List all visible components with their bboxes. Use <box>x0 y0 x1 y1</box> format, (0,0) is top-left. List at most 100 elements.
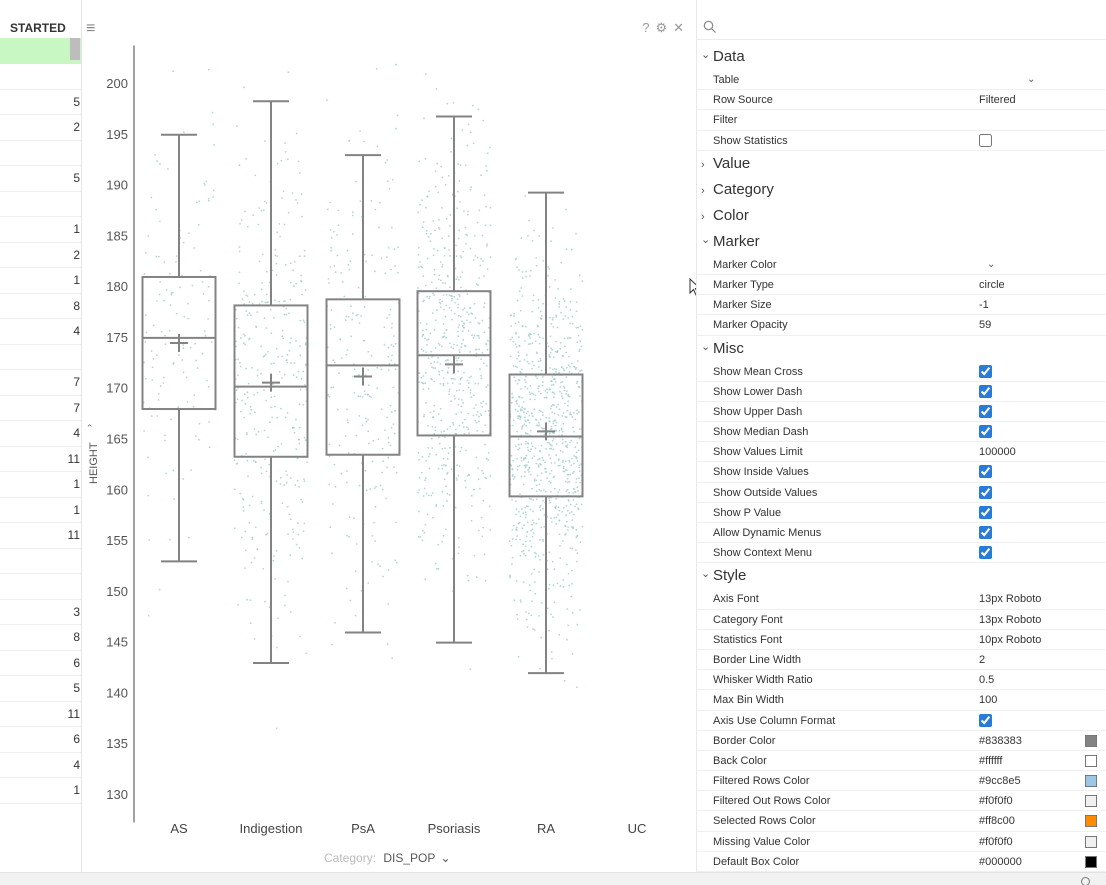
axis-use-column-format-checkbox[interactable] <box>979 713 992 727</box>
grid-row[interactable] <box>0 549 81 574</box>
prop-missing-value-color[interactable]: Missing Value Color #f0f0f0 <box>697 832 1106 852</box>
grid-column-header[interactable]: STARTED <box>10 21 66 35</box>
back-color-value[interactable]: #ffffff <box>979 754 1003 767</box>
grid-row[interactable] <box>0 192 81 217</box>
prop-selected-rows-color[interactable]: Selected Rows Color #ff8c00 <box>697 811 1106 832</box>
grid-row[interactable]: 11 <box>0 447 81 472</box>
grid-selected-row[interactable] <box>0 38 81 64</box>
help-icon[interactable]: ? <box>642 20 656 35</box>
prop-row-source[interactable]: Row Source Filtered <box>697 90 1106 111</box>
section-marker[interactable]: ⌄ Marker <box>697 229 1106 255</box>
prop-show-median-dash[interactable]: Show Median Dash <box>697 422 1106 443</box>
chevron-down-icon[interactable]: ⌄ <box>987 258 996 270</box>
box-plot-chart[interactable]: 1301351401451501551601651701751801851901… <box>82 0 696 872</box>
show-median-dash-checkbox[interactable] <box>979 425 992 439</box>
show-upper-dash-checkbox[interactable] <box>979 404 992 418</box>
color-swatch[interactable] <box>1085 855 1097 868</box>
grid-row[interactable]: 4 <box>0 319 81 345</box>
prop-axis-font[interactable]: Axis Font 13px Roboto <box>697 589 1106 610</box>
close-icon[interactable]: ✕ <box>673 20 690 35</box>
show-values-limit-value[interactable]: 100000 <box>979 446 1016 459</box>
grid-row[interactable]: 8 <box>0 294 81 319</box>
show-outside-values-checkbox[interactable] <box>979 485 992 499</box>
grid-row[interactable]: 8 <box>0 625 81 651</box>
prop-show-values-limit[interactable]: Show Values Limit 100000 <box>697 442 1106 463</box>
axis-font-value[interactable]: 13px Roboto <box>979 593 1042 606</box>
prop-show-lower-dash[interactable]: Show Lower Dash <box>697 382 1106 402</box>
prop-border-line-width[interactable]: Border Line Width 2 <box>697 650 1106 671</box>
section-value[interactable]: › Value <box>697 151 1106 177</box>
status-circle-icon[interactable] <box>1081 877 1090 885</box>
gear-icon[interactable]: ⚙ <box>655 20 674 35</box>
grid-row[interactable]: 11 <box>0 702 81 727</box>
grid-row[interactable] <box>0 64 81 90</box>
prop-show-outside-values[interactable]: Show Outside Values <box>697 483 1106 503</box>
grid-row[interactable]: 1 <box>0 217 81 243</box>
chevron-down-icon[interactable]: ⌄ <box>1027 74 1036 85</box>
section-color[interactable]: › Color <box>697 203 1106 229</box>
color-swatch[interactable] <box>1085 734 1097 747</box>
show-mean-cross-checkbox[interactable] <box>979 364 992 378</box>
prop-filter[interactable]: Filter <box>697 110 1106 131</box>
grid-row[interactable]: 1 <box>0 472 81 498</box>
prop-filtered-out-rows-color[interactable]: Filtered Out Rows Color #f0f0f0 <box>697 791 1106 812</box>
show-statistics-checkbox[interactable] <box>979 133 992 147</box>
prop-table[interactable]: Table ⌄ <box>697 70 1106 91</box>
color-swatch[interactable] <box>1085 795 1097 808</box>
grid-row[interactable]: 1 <box>0 268 81 294</box>
grid-row[interactable]: 4 <box>0 421 81 447</box>
prop-show-inside-values[interactable]: Show Inside Values <box>697 462 1106 483</box>
prop-border-color[interactable]: Border Color #838383 <box>697 731 1106 751</box>
prop-show-mean-cross[interactable]: Show Mean Cross <box>697 362 1106 382</box>
grid-row[interactable]: 2 <box>0 115 81 141</box>
prop-filtered-rows-color[interactable]: Filtered Rows Color #9cc8e5 <box>697 771 1106 792</box>
prop-back-color[interactable]: Back Color #ffffff <box>697 751 1106 772</box>
show-context-menu-checkbox[interactable] <box>979 546 992 560</box>
color-swatch[interactable] <box>1085 835 1097 848</box>
grid-row[interactable]: 1 <box>0 498 81 523</box>
grid-row[interactable]: 6 <box>0 651 81 676</box>
show-inside-values-checkbox[interactable] <box>979 465 992 479</box>
prop-category-font[interactable]: Category Font 13px Roboto <box>697 610 1106 630</box>
marker-type-value[interactable]: circle <box>979 278 1005 291</box>
prop-marker-size[interactable]: Marker Size -1 <box>697 295 1106 316</box>
hamburger-menu-icon[interactable]: ≡ <box>86 20 96 37</box>
show-p-value-checkbox[interactable] <box>979 505 992 519</box>
show-lower-dash-checkbox[interactable] <box>979 384 992 398</box>
section-category[interactable]: › Category <box>697 177 1106 203</box>
prop-max-bin-width[interactable]: Max Bin Width 100 <box>697 690 1106 711</box>
section-style[interactable]: ⌄ Style <box>697 563 1106 589</box>
default-box-color-value[interactable]: #000000 <box>979 855 1022 868</box>
statistics-font-value[interactable]: 10px Roboto <box>979 633 1042 646</box>
prop-show-statistics[interactable]: Show Statistics <box>697 131 1106 151</box>
row-source-value[interactable]: Filtered <box>979 94 1016 107</box>
marker-size-value[interactable]: -1 <box>979 299 989 312</box>
color-swatch[interactable] <box>1085 815 1097 828</box>
prop-show-p-value[interactable]: Show P Value <box>697 503 1106 523</box>
prop-whisker-width-ratio[interactable]: Whisker Width Ratio 0.5 <box>697 670 1106 691</box>
grid-row[interactable]: 5 <box>0 676 81 702</box>
border-color-value[interactable]: #838383 <box>979 734 1022 747</box>
grid-row[interactable]: 7 <box>0 370 81 396</box>
grid-row[interactable]: 7 <box>0 396 81 421</box>
grid-row[interactable]: 4 <box>0 753 81 778</box>
grid-row[interactable]: 2 <box>0 243 81 268</box>
box-plot-viewer[interactable]: ≡ ?⚙✕ 130 135 140 145 150 155 160 165 170 175 180 1… <box>82 0 702 872</box>
prop-show-context-menu[interactable]: Show Context Menu <box>697 543 1106 564</box>
prop-allow-dynamic-menus[interactable]: Allow Dynamic Menus <box>697 523 1106 544</box>
section-data[interactable]: ⌄ Data <box>697 44 1106 70</box>
color-swatch[interactable] <box>1085 754 1097 767</box>
data-grid[interactable]: STARTED 5 2 5 1 2 1 8 4 7 7 4 11 1 1 11 3 8 6 5 11 6 4 1 <box>0 0 82 872</box>
grid-row[interactable] <box>0 574 81 600</box>
grid-row[interactable] <box>0 141 81 166</box>
grid-row[interactable]: 1 <box>0 778 81 804</box>
color-swatch[interactable] <box>1085 775 1097 788</box>
prop-show-upper-dash[interactable]: Show Upper Dash <box>697 402 1106 423</box>
grid-row[interactable]: 5 <box>0 166 81 192</box>
grid-scrollbar[interactable] <box>70 38 80 60</box>
grid-row[interactable]: 3 <box>0 600 81 625</box>
category-font-value[interactable]: 13px Roboto <box>979 613 1042 626</box>
whisker-width-ratio-value[interactable]: 0.5 <box>979 674 995 687</box>
max-bin-width-value[interactable]: 100 <box>979 694 998 707</box>
grid-row[interactable]: 6 <box>0 727 81 753</box>
